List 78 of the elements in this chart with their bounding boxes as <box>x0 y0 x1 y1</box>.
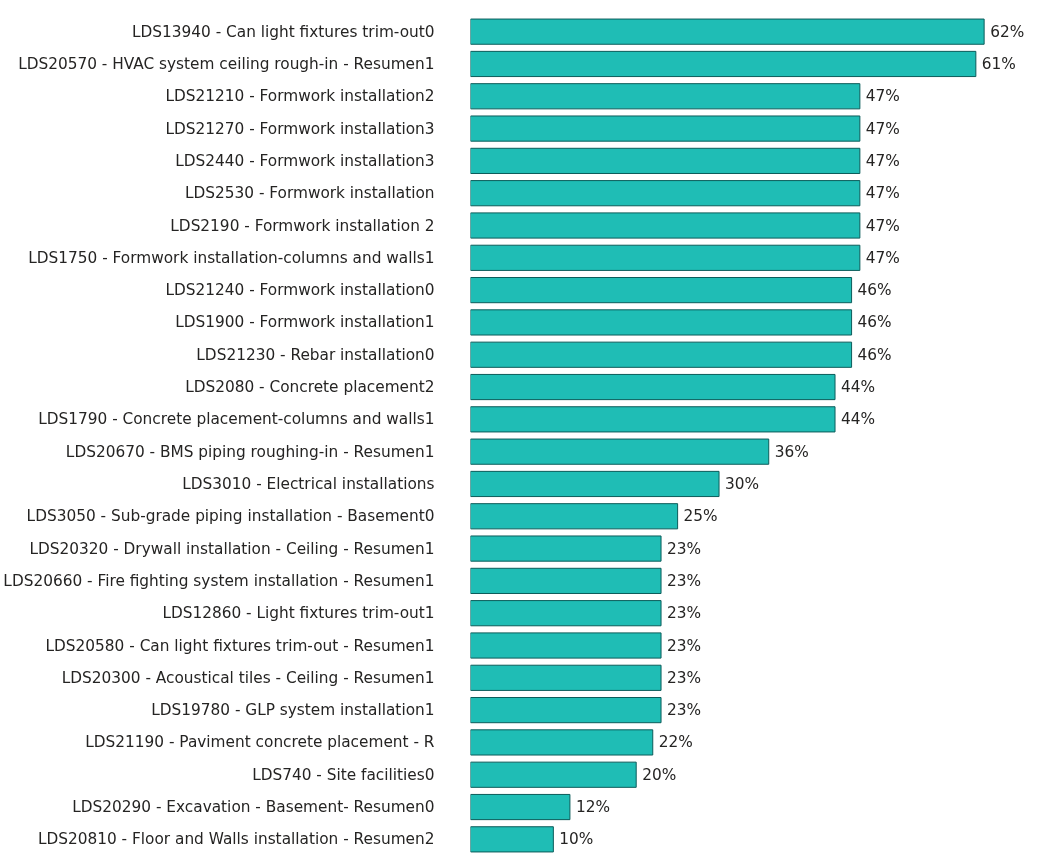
bar <box>470 341 853 368</box>
bar <box>470 309 853 336</box>
bar <box>470 180 861 207</box>
data-label: 23% <box>667 604 702 623</box>
data-label: 36% <box>774 442 809 461</box>
y-tick-label: LDS3010 - Electrical installations <box>182 474 435 493</box>
y-tick-label: LDS1790 - Concrete placement-columns and walls1 <box>38 410 435 429</box>
data-label: 62% <box>990 22 1025 41</box>
y-tick-label: LDS20660 - Fire fighting system installation - Resumen1 <box>3 571 435 590</box>
y-tick-label: LDS20580 - Can light fixtures trim-out - Resumen1 <box>45 636 435 655</box>
y-tick-label: LDS12860 - Light fixtures trim-out1 <box>162 604 435 623</box>
bar <box>470 373 836 401</box>
y-tick-label: LDS13940 - Can light fixtures trim-out0 <box>131 22 435 41</box>
y-tick-label: LDS21270 - Formwork installation3 <box>165 119 435 138</box>
y-tick-label: LDS20810 - Floor and Walls installation - Resumen2 <box>37 830 435 849</box>
y-tick-label: LDS740 - Site facilities0 <box>252 765 435 784</box>
y-tick-label: LDS2190 - Formwork installation 2 <box>170 216 435 235</box>
data-label: 47% <box>865 184 900 203</box>
y-tick-label: LDS21240 - Formwork installation0 <box>165 281 435 300</box>
y-tick-label: LDS2080 - Concrete placement2 <box>185 378 435 397</box>
bar <box>470 277 853 304</box>
data-label: 30% <box>725 474 760 493</box>
bar <box>470 567 662 594</box>
y-tick-label: LDS1750 - Formwork installation-columns and walls1 <box>28 248 435 267</box>
data-label: 47% <box>865 151 900 170</box>
y-tick-label: LDS1900 - Formwork installation1 <box>175 313 435 332</box>
y-tick-label: LDS21210 - Formwork installation2 <box>165 87 435 106</box>
y-tick-label: LDS20320 - Drywall installation - Ceiling - Resumen1 <box>29 539 435 558</box>
data-label: 20% <box>642 765 677 784</box>
bar <box>470 761 637 788</box>
bar <box>470 244 861 271</box>
data-label: 25% <box>683 507 718 526</box>
bar <box>470 115 861 142</box>
bar <box>470 50 977 78</box>
data-label: 44% <box>841 378 876 397</box>
data-label: 23% <box>667 668 702 687</box>
bar <box>470 826 554 853</box>
data-label: 22% <box>658 733 693 752</box>
data-label: 47% <box>865 216 900 235</box>
bar <box>470 632 662 659</box>
data-label: 47% <box>865 87 900 106</box>
y-tick-label: LDS20570 - HVAC system ceiling rough-in - Resumen1 <box>18 54 435 73</box>
bar <box>470 793 571 821</box>
bar <box>470 600 662 627</box>
data-label: 44% <box>841 410 876 429</box>
y-tick-label: LDS20670 - BMS piping roughing-in - Resumen1 <box>65 442 435 461</box>
data-label: 23% <box>667 701 702 720</box>
data-label: 46% <box>857 345 892 364</box>
bar <box>470 438 770 465</box>
data-label: 23% <box>667 539 702 558</box>
data-label: 46% <box>857 281 892 300</box>
bar <box>470 83 861 110</box>
bar <box>470 503 679 530</box>
bar <box>470 470 720 498</box>
bar <box>470 697 662 724</box>
data-label: 61% <box>981 54 1016 73</box>
data-label: 47% <box>865 248 900 267</box>
bar <box>470 18 985 45</box>
bar <box>470 535 662 562</box>
data-label: 23% <box>667 571 702 590</box>
data-label: 23% <box>667 636 702 655</box>
bar <box>470 212 861 239</box>
data-label: 12% <box>575 798 610 817</box>
y-tick-label: LDS20300 - Acoustical tiles - Ceiling - Resumen1 <box>61 668 435 687</box>
y-tick-label: LDS21190 - Paviment concrete placement - R <box>85 733 435 752</box>
data-label: 46% <box>857 313 892 332</box>
bar <box>470 729 654 756</box>
y-tick-label: LDS2440 - Formwork installation3 <box>175 151 435 170</box>
data-label: 10% <box>559 830 594 849</box>
bar <box>470 147 861 174</box>
bar <box>470 406 836 433</box>
y-tick-label: LDS2530 - Formwork installation <box>184 184 435 203</box>
bar <box>470 664 662 691</box>
y-tick-label: LDS20290 - Excavation - Basement- Resumen0 <box>72 798 435 817</box>
y-tick-label: LDS21230 - Rebar installation0 <box>196 345 435 364</box>
data-label: 47% <box>865 119 900 138</box>
y-tick-label: LDS19780 - GLP system installation1 <box>151 701 435 720</box>
y-tick-label: LDS3050 - Sub-grade piping installation - Basement0 <box>26 507 435 526</box>
